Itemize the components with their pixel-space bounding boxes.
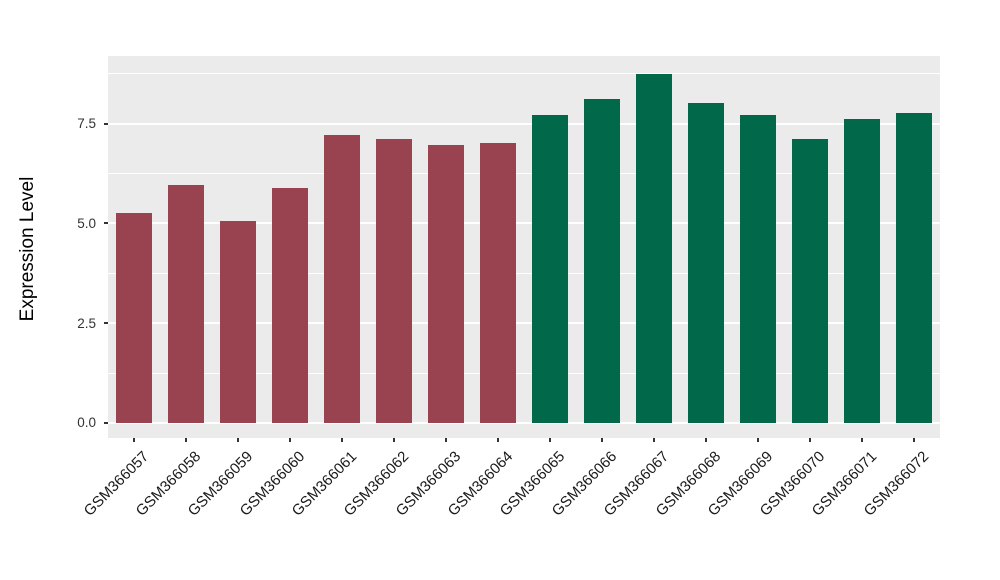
x-tick-mark-GSM366069: [757, 438, 759, 442]
bar-GSM366071: [844, 118, 880, 423]
y-tick-mark-5.0: [104, 222, 108, 225]
y-tick-mark-2.5: [104, 322, 108, 325]
x-tick-mark-GSM366067: [653, 438, 655, 442]
x-tick-mark-GSM366060: [289, 438, 291, 442]
bar-GSM366067: [636, 74, 672, 423]
bar-GSM366063: [428, 144, 464, 423]
x-tick-mark-GSM366062: [393, 438, 395, 442]
gridline-major-7.5: [108, 122, 940, 125]
gridline-major-0: [108, 421, 940, 424]
x-tick-mark-GSM366071: [861, 438, 863, 442]
y-tick-label-0.0: 0.0: [77, 415, 96, 431]
y-tick-label-7.5: 7.5: [77, 116, 96, 132]
gridline-minor-1.25: [108, 372, 940, 374]
y-tick-mark-0.0: [104, 421, 108, 424]
y-tick-label-2.5: 2.5: [77, 315, 96, 331]
gridline-minor-8.75: [108, 73, 940, 75]
gridline-minor-3.75: [108, 272, 940, 274]
bar-GSM366061: [324, 135, 360, 423]
x-tick-mark-GSM366059: [237, 438, 239, 442]
plot-panel: [108, 56, 940, 438]
x-tick-mark-GSM366064: [497, 438, 499, 442]
gridline-major-2.5: [108, 322, 940, 325]
bar-GSM366058: [168, 184, 204, 423]
bar-GSM366060: [272, 187, 308, 423]
x-tick-mark-GSM366057: [133, 438, 135, 442]
x-tick-mark-GSM366068: [705, 438, 707, 442]
x-tick-mark-GSM366063: [445, 438, 447, 442]
x-tick-mark-GSM366072: [913, 438, 915, 442]
bar-GSM366070: [792, 138, 828, 423]
bar-GSM366069: [740, 115, 776, 423]
gridline-major-5: [108, 222, 940, 225]
x-tick-mark-GSM366066: [601, 438, 603, 442]
bar-GSM366066: [584, 98, 620, 423]
x-tick-mark-GSM366065: [549, 438, 551, 442]
bar-GSM366059: [220, 220, 256, 423]
bar-GSM366064: [480, 142, 516, 423]
bar-GSM366068: [688, 103, 724, 423]
bar-GSM366062: [376, 138, 412, 423]
x-tick-mark-GSM366058: [185, 438, 187, 442]
bar-GSM366057: [116, 212, 152, 423]
y-tick-mark-7.5: [104, 122, 108, 125]
x-tick-mark-GSM366061: [341, 438, 343, 442]
x-tick-mark-GSM366070: [809, 438, 811, 442]
y-tick-label-5.0: 5.0: [77, 215, 96, 231]
bar-GSM366072: [896, 112, 932, 423]
bar-GSM366065: [532, 114, 568, 423]
gridline-minor-6.25: [108, 173, 940, 175]
